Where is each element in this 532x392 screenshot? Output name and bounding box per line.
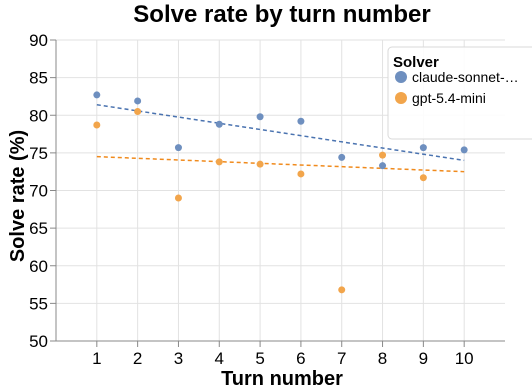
y-tick-label: 85 — [29, 69, 48, 88]
x-tick-label: 10 — [455, 349, 474, 368]
legend-label: gpt-5.4-mini — [412, 90, 486, 106]
data-point — [338, 153, 346, 161]
legend-box — [387, 46, 532, 140]
chart-title: Solve rate by turn number — [133, 1, 430, 28]
trendline — [96, 155, 465, 173]
x-tick-label: 3 — [174, 349, 183, 368]
data-point — [419, 174, 427, 182]
data-point — [174, 194, 182, 202]
y-tick-label: 55 — [29, 294, 48, 313]
y-tick-label: 65 — [29, 219, 48, 238]
x-tick-label: 4 — [215, 349, 224, 368]
x-tick-label: 7 — [337, 349, 346, 368]
data-point — [379, 162, 387, 170]
data-point — [297, 170, 305, 178]
data-point — [460, 146, 468, 154]
y-tick-label: 90 — [29, 31, 48, 50]
y-tick-label: 75 — [29, 144, 48, 163]
axes: 50 55 60 65 70 75 80 85 90 1 2 3 4 5 6 7 8 9 10 — [29, 31, 505, 368]
legend-marker — [395, 71, 407, 83]
legend-label: claude-sonnet-… — [412, 69, 519, 85]
x-tick-label: 8 — [378, 349, 387, 368]
data-points — [93, 91, 468, 294]
legend: Solver claude-sonnet-… gpt-5.4-mini — [387, 46, 532, 140]
data-point — [215, 158, 223, 166]
data-point — [215, 120, 223, 128]
y-tick-label: 80 — [29, 106, 48, 125]
trendline — [96, 103, 465, 162]
data-point — [338, 286, 346, 294]
x-tick-label: 1 — [92, 349, 101, 368]
y-tick-label: 70 — [29, 182, 48, 201]
data-point — [419, 144, 427, 152]
grid-lines — [56, 39, 505, 342]
y-tick-label: 50 — [29, 332, 48, 351]
y-tick-label: 60 — [29, 257, 48, 276]
legend-title: Solver — [393, 54, 439, 71]
data-point — [134, 107, 142, 115]
x-tick-label: 9 — [419, 349, 428, 368]
x-tick-label: 6 — [296, 349, 305, 368]
x-tick-label: 5 — [255, 349, 264, 368]
data-point — [93, 121, 101, 129]
legend-marker — [395, 92, 407, 104]
data-point — [297, 117, 305, 125]
x-axis-title: Turn number — [221, 368, 343, 390]
trendlines — [96, 103, 465, 173]
data-point — [134, 97, 142, 105]
data-point — [379, 151, 387, 159]
data-point — [256, 160, 264, 168]
data-point — [93, 91, 101, 99]
y-axis-title: Solve rate (%) — [7, 130, 29, 262]
data-point — [256, 113, 264, 121]
data-point — [174, 144, 182, 152]
x-tick-label: 2 — [133, 349, 142, 368]
